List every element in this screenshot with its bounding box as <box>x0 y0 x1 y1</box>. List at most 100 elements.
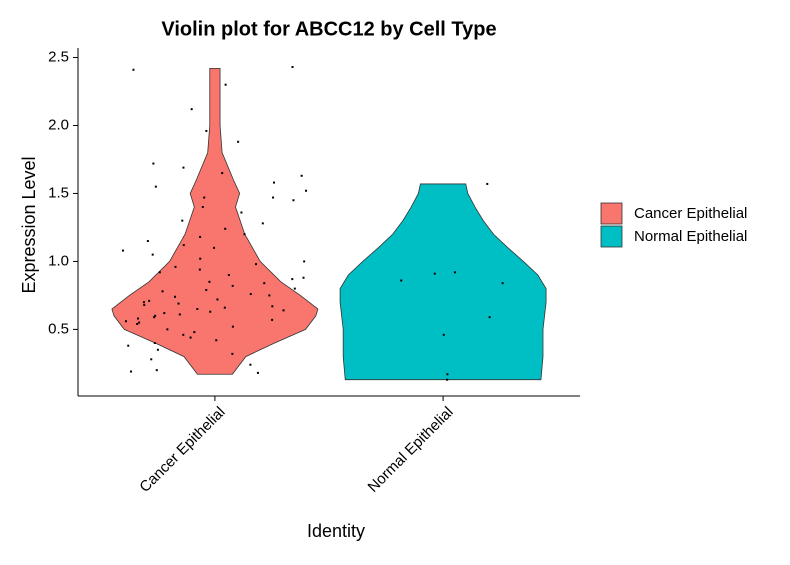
point <box>189 336 192 339</box>
point <box>121 249 124 252</box>
point <box>446 378 449 381</box>
point <box>240 211 243 214</box>
point <box>442 333 445 336</box>
legend-swatch <box>600 225 623 248</box>
point <box>205 288 208 291</box>
point <box>293 287 296 290</box>
point <box>303 260 306 263</box>
point <box>201 206 204 209</box>
point <box>177 302 180 305</box>
point <box>151 253 154 256</box>
x-tick-label: Cancer Epithelial <box>136 404 228 496</box>
violin <box>111 67 319 375</box>
point <box>433 272 436 275</box>
point <box>453 271 456 274</box>
point <box>215 339 218 342</box>
point <box>182 166 185 169</box>
point <box>178 313 181 316</box>
point <box>231 284 234 287</box>
point <box>227 274 230 277</box>
point <box>142 301 145 304</box>
point <box>249 293 252 296</box>
point <box>152 162 155 165</box>
point <box>208 280 211 283</box>
point <box>137 317 140 320</box>
point <box>263 282 266 285</box>
point <box>216 298 219 301</box>
point <box>199 235 202 238</box>
point <box>305 189 308 192</box>
point <box>155 369 158 372</box>
point <box>243 233 246 236</box>
point <box>224 83 227 86</box>
legend-swatch <box>600 202 623 225</box>
point <box>136 322 139 325</box>
point <box>273 181 276 184</box>
point <box>158 271 161 274</box>
point <box>231 325 234 328</box>
point <box>153 316 156 319</box>
point <box>127 344 130 347</box>
y-tick-label: 2.0 <box>48 116 69 133</box>
point <box>488 316 491 319</box>
point <box>237 140 240 143</box>
point <box>221 172 224 175</box>
point <box>271 305 274 308</box>
point <box>130 370 133 373</box>
y-axis-title: Expression Level <box>19 156 39 293</box>
point <box>163 312 166 315</box>
point <box>302 276 305 279</box>
point <box>199 257 202 260</box>
point <box>268 294 271 297</box>
point <box>146 240 149 243</box>
point <box>143 303 146 306</box>
point <box>182 244 185 247</box>
point <box>154 314 157 317</box>
x-tick-label: Normal Epithelial <box>365 404 457 496</box>
point <box>249 363 252 366</box>
point <box>174 295 177 298</box>
point <box>209 310 212 313</box>
point <box>223 306 226 309</box>
point <box>261 222 264 225</box>
point <box>292 199 295 202</box>
point <box>153 341 156 344</box>
point <box>256 371 259 374</box>
point <box>446 373 449 376</box>
point <box>182 333 185 336</box>
point <box>272 196 275 199</box>
legend-label: Normal Epithelial <box>634 228 747 245</box>
y-tick-label: 2.5 <box>48 48 69 65</box>
point <box>224 227 227 230</box>
point <box>271 318 274 321</box>
point <box>161 290 164 293</box>
point <box>213 246 216 249</box>
point <box>300 174 303 177</box>
point <box>124 320 127 323</box>
point <box>486 182 489 185</box>
point <box>231 352 234 355</box>
point <box>196 308 199 310</box>
point <box>400 279 403 282</box>
point <box>291 278 294 281</box>
point <box>190 108 193 111</box>
point <box>154 185 157 188</box>
point <box>501 282 504 285</box>
point <box>198 268 201 271</box>
point <box>138 321 141 324</box>
point <box>193 331 196 334</box>
point <box>150 358 153 361</box>
x-axis-title: Identity <box>307 521 365 541</box>
point <box>282 309 285 312</box>
point <box>132 68 135 71</box>
point <box>174 265 177 268</box>
chart-title: Violin plot for ABCC12 by Cell Type <box>161 18 496 40</box>
point <box>291 66 294 69</box>
point <box>156 348 159 351</box>
y-tick-label: 1.5 <box>48 184 69 201</box>
point <box>255 263 258 266</box>
point <box>205 129 208 132</box>
point <box>181 219 184 222</box>
legend-label: Cancer Epithelial <box>634 205 747 222</box>
